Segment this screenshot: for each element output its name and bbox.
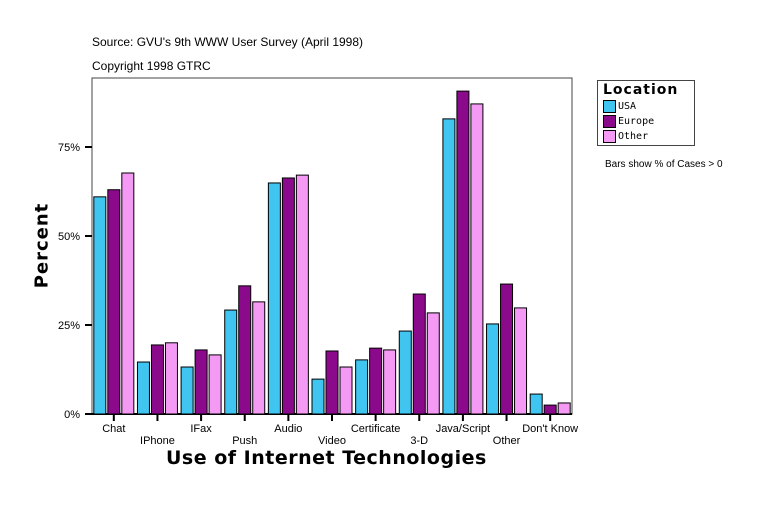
legend: Location USA Europe Other [597, 80, 695, 146]
bar-other [121, 172, 135, 415]
legend-label: Europe [618, 116, 655, 127]
bar-other [339, 366, 353, 415]
x-tick-label: 3-D [410, 435, 428, 447]
bar-usa [180, 366, 194, 415]
bar-usa [311, 378, 325, 415]
bar-other [208, 354, 222, 415]
y-tick-label: 0% [64, 409, 80, 421]
x-tick-label: Java/Script [436, 423, 490, 435]
bar-usa [442, 118, 456, 415]
y-tick-label: 75% [58, 142, 80, 154]
bar-other [557, 402, 571, 415]
bar-europe [325, 350, 339, 415]
bar-europe [500, 283, 514, 415]
bar-usa [486, 323, 500, 415]
bar-usa [93, 196, 107, 415]
bar-other [252, 301, 266, 415]
legend-swatch [603, 100, 616, 113]
x-tick-label: Don't Know [522, 423, 578, 435]
legend-item-europe: Europe [603, 115, 654, 128]
legend-label: Other [618, 131, 649, 142]
bar-europe [412, 293, 426, 415]
chart-note: Bars show % of Cases > 0 [605, 159, 723, 170]
y-tick-label: 50% [58, 231, 80, 243]
bar-usa [355, 359, 369, 415]
legend-title: Location [603, 82, 679, 98]
bar-other [426, 312, 440, 415]
bar-usa [529, 393, 543, 415]
x-tick-label: IFax [190, 423, 212, 435]
bar-usa [224, 309, 238, 415]
bar-europe [194, 349, 208, 415]
bar-europe [107, 189, 121, 415]
x-tick-label: IPhone [140, 435, 175, 447]
bar-other [383, 349, 397, 415]
bar-europe [456, 90, 470, 415]
x-tick-label: Push [232, 435, 257, 447]
bar-usa [136, 361, 150, 415]
legend-swatch [603, 115, 616, 128]
y-tick-label: 25% [58, 320, 80, 332]
bar-usa [267, 182, 281, 415]
x-axis-label: Use of Internet Technologies [166, 447, 487, 469]
bar-other [514, 307, 528, 415]
bar-other [470, 103, 484, 415]
legend-item-usa: USA [603, 100, 636, 113]
bar-europe [150, 344, 164, 415]
bar-europe [281, 177, 295, 415]
x-tick-label: Audio [274, 423, 302, 435]
legend-item-other: Other [603, 130, 648, 143]
x-tick-label: Other [493, 435, 521, 447]
x-tick-label: Video [318, 435, 346, 447]
bar-europe [238, 285, 252, 415]
y-axis-label: Percent [31, 202, 53, 289]
legend-label: USA [618, 101, 637, 112]
chart-subtitle: Copyright 1998 GTRC [92, 59, 211, 73]
bar-other [295, 174, 309, 415]
bar-europe [369, 347, 383, 415]
bar-usa [398, 330, 412, 415]
bar-europe [543, 404, 557, 415]
chart-title: Source: GVU's 9th WWW User Survey (April… [92, 35, 364, 49]
bar-other [164, 342, 178, 415]
legend-swatch [603, 130, 616, 143]
x-tick-label: Chat [102, 423, 125, 435]
x-tick-label: Certificate [351, 423, 401, 435]
